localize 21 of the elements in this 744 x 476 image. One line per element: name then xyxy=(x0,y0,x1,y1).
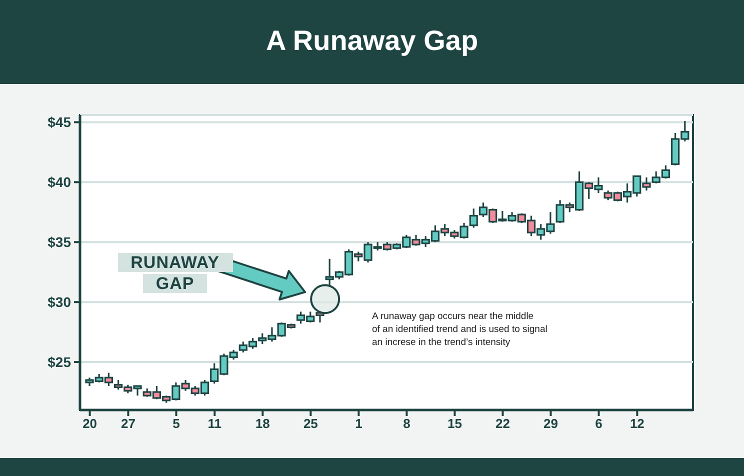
y-tick-label: $25 xyxy=(48,354,72,370)
annotation: RUNAWAY GAP xyxy=(118,253,232,294)
x-tick-label: 1 xyxy=(355,416,362,432)
x-tick-label: 12 xyxy=(630,416,644,432)
x-tick-label: 27 xyxy=(120,416,136,432)
x-tick-label: 22 xyxy=(496,416,510,432)
chart-title: A Runaway Gap xyxy=(266,25,478,56)
x-tick-label: 8 xyxy=(403,416,410,432)
x-tick-label: 5 xyxy=(172,416,180,432)
y-tick-label: $35 xyxy=(48,234,72,250)
y-tick-label: $40 xyxy=(48,174,72,190)
x-tick-label: 20 xyxy=(82,416,98,432)
y-tick-label: $30 xyxy=(48,294,72,310)
x-tick-label: 18 xyxy=(255,416,270,432)
x-tick-label: 11 xyxy=(208,416,222,432)
annotation: A runaway gap occurs near the middle of an identified trend and is used to signal an increse in the trend’s intensity xyxy=(372,310,548,349)
x-tick-label: 29 xyxy=(544,416,558,432)
x-tick-label: 15 xyxy=(447,416,462,432)
x-tick-label: 6 xyxy=(595,416,602,432)
y-tick-label: $45 xyxy=(48,114,72,130)
x-tick-label: 25 xyxy=(303,416,318,432)
